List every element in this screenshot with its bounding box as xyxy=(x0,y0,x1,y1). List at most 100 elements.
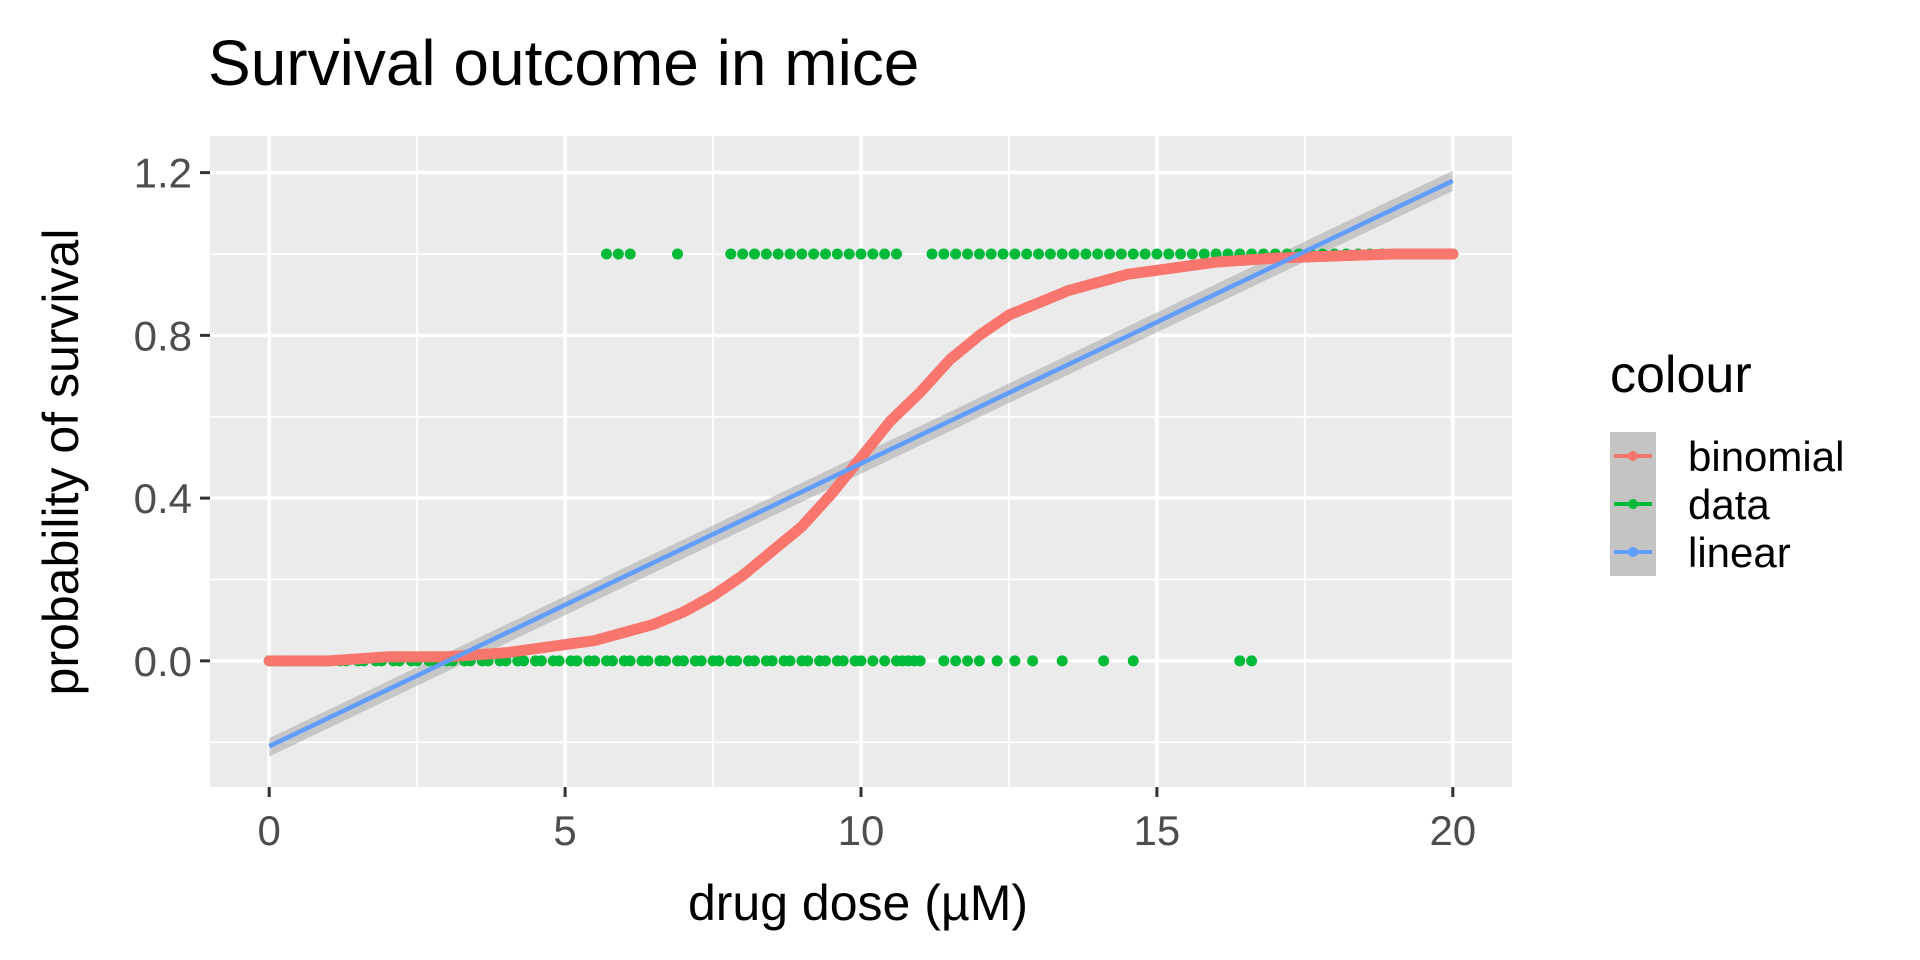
data-point xyxy=(1098,655,1110,667)
y-axis-title: probability of survival xyxy=(33,229,89,696)
data-point xyxy=(926,248,938,260)
data-point xyxy=(766,655,778,667)
data-point xyxy=(737,248,749,260)
data-point xyxy=(997,248,1009,260)
data-point xyxy=(1139,248,1151,260)
data-point xyxy=(677,655,689,667)
legend-key-point-data xyxy=(1628,499,1638,509)
x-tick-label: 10 xyxy=(838,807,885,854)
x-tick-label: 20 xyxy=(1429,807,1476,854)
data-point xyxy=(1175,248,1187,260)
data-point xyxy=(938,655,950,667)
legend-title: colour xyxy=(1610,346,1752,404)
data-point xyxy=(855,248,867,260)
data-point xyxy=(1009,248,1021,260)
data-point xyxy=(760,248,772,260)
data-point xyxy=(612,248,624,260)
data-point xyxy=(938,248,950,260)
data-point xyxy=(1104,248,1116,260)
data-point xyxy=(1246,655,1258,667)
data-point xyxy=(1092,248,1104,260)
data-point xyxy=(571,655,583,667)
data-point xyxy=(725,248,737,260)
binomial-point xyxy=(1447,248,1459,260)
data-point xyxy=(660,655,672,667)
data-point xyxy=(601,248,613,260)
linear-fit-line xyxy=(268,178,1454,749)
data-point xyxy=(843,248,855,260)
data-point xyxy=(1151,248,1163,260)
data-point xyxy=(1033,248,1045,260)
data-point xyxy=(867,248,879,260)
data-point xyxy=(991,655,1003,667)
data-point xyxy=(879,248,891,260)
binomial-points xyxy=(263,248,1459,667)
x-axis: 0 5 10 15 20 xyxy=(258,787,1476,854)
data-point xyxy=(819,655,831,667)
data-point xyxy=(1044,248,1056,260)
data-point xyxy=(642,655,654,667)
data-point xyxy=(784,248,796,260)
legend-key-point-linear xyxy=(1628,547,1638,557)
data-point xyxy=(855,655,867,667)
legend-label-linear: linear xyxy=(1688,529,1791,576)
x-axis-title: drug dose (µM) xyxy=(688,875,1028,931)
x-tick-label: 0 xyxy=(258,807,281,854)
data-point xyxy=(796,248,808,260)
data-point xyxy=(891,248,903,260)
data-point xyxy=(1021,248,1033,260)
data-point xyxy=(731,655,743,667)
data-point xyxy=(1080,248,1092,260)
data-point xyxy=(535,655,547,667)
y-tick-label: 1.2 xyxy=(134,150,192,197)
data-point xyxy=(962,655,974,667)
data-point xyxy=(1056,655,1068,667)
legend-key-point-binomial xyxy=(1628,451,1638,461)
data-point xyxy=(624,655,636,667)
data-point xyxy=(748,248,760,260)
data-point xyxy=(819,248,831,260)
data-point xyxy=(985,248,997,260)
data-point xyxy=(808,248,820,260)
legend-label-data: data xyxy=(1688,481,1770,528)
data-point xyxy=(606,655,618,667)
legend-label-binomial: binomial xyxy=(1688,433,1844,480)
data-point xyxy=(879,655,891,667)
data-point xyxy=(1163,248,1175,260)
y-tick-label: 0.4 xyxy=(134,475,192,522)
y-tick-label: 0.0 xyxy=(134,638,192,685)
x-tick-label: 15 xyxy=(1134,807,1181,854)
data-point xyxy=(1115,248,1127,260)
data-point xyxy=(973,655,985,667)
data-point xyxy=(973,248,985,260)
data-point xyxy=(1186,248,1198,260)
y-tick-label: 0.8 xyxy=(134,312,192,359)
data-point xyxy=(1056,248,1068,260)
data-point xyxy=(837,655,849,667)
data-point xyxy=(914,655,926,667)
data-point xyxy=(962,248,974,260)
data-point xyxy=(772,248,784,260)
data-point xyxy=(1027,655,1039,667)
data-point xyxy=(589,655,601,667)
linear-fit xyxy=(268,178,1454,749)
data-point xyxy=(1127,248,1139,260)
data-point xyxy=(672,248,684,260)
data-point xyxy=(695,655,707,667)
data-point xyxy=(1127,655,1139,667)
data-point xyxy=(784,655,796,667)
data-point xyxy=(950,655,962,667)
data-point xyxy=(1198,248,1210,260)
data-point xyxy=(950,248,962,260)
y-axis: 0.0 0.4 0.8 1.2 xyxy=(134,150,210,685)
data-point xyxy=(1068,248,1080,260)
data-point xyxy=(518,655,530,667)
data-point xyxy=(867,655,879,667)
chart-title: Survival outcome in mice xyxy=(208,27,919,99)
data-point xyxy=(802,655,814,667)
data-point xyxy=(553,655,565,667)
data-point xyxy=(831,248,843,260)
data-point xyxy=(748,655,760,667)
